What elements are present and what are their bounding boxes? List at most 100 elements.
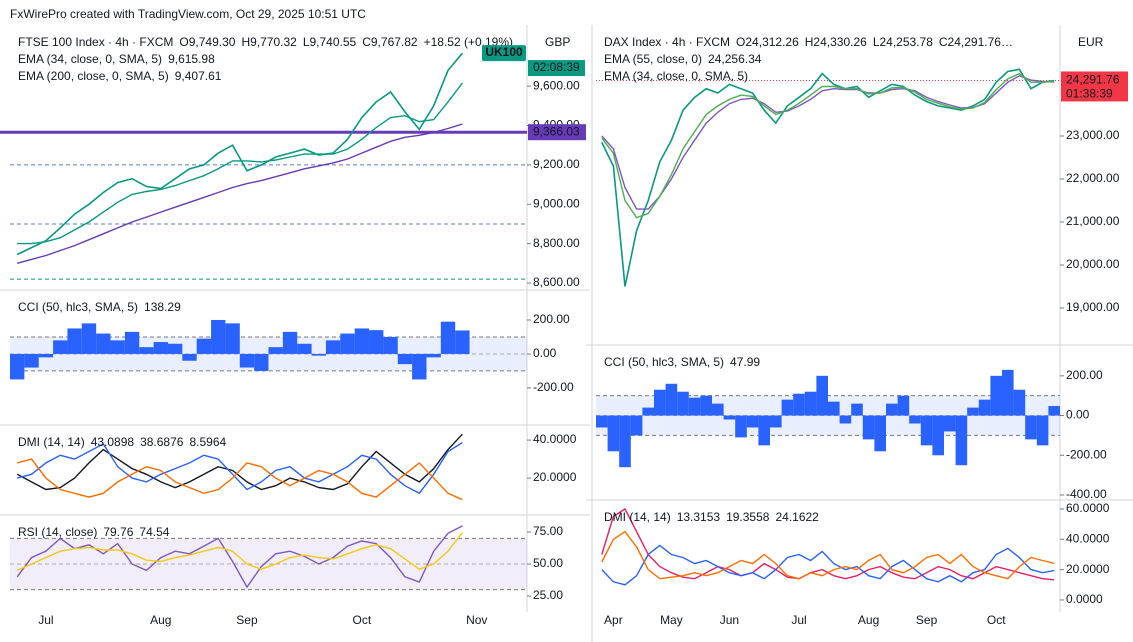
- y-tick-label: 9,000.00: [533, 196, 580, 210]
- y-tick-label: 200.00: [1066, 368, 1103, 382]
- legend-series-name: EMA (200, close, 0, SMA, 5): [18, 69, 169, 83]
- indicator-line: [17, 82, 463, 245]
- cci-bar: [325, 340, 341, 354]
- legend-quote: L24,253.78: [873, 35, 933, 49]
- cci-bar: [955, 415, 968, 466]
- cci-bar: [990, 375, 1002, 416]
- y-tick-label: -400.00: [1066, 487, 1107, 501]
- cci-bar: [770, 415, 782, 428]
- cci-bar: [781, 399, 794, 416]
- cci-bar: [630, 415, 643, 436]
- y-tick-label: 25.00: [533, 588, 563, 602]
- indicator-line: [601, 72, 1055, 219]
- legend-series-name: EMA (34, close, 0, SMA, 5): [604, 69, 748, 83]
- legend-quote: H24,330.26: [805, 35, 867, 49]
- cci-bar: [804, 391, 817, 416]
- cci-bar: [851, 403, 863, 416]
- cci-bar: [654, 389, 666, 416]
- cci-bar: [211, 319, 226, 354]
- price-line: [16, 52, 464, 256]
- indicator-line: [601, 530, 1055, 580]
- x-tick-label: Aug: [858, 613, 879, 627]
- legend-quote: L9,740.55: [303, 35, 357, 49]
- cci-bar: [758, 415, 770, 446]
- x-tick-label: May: [660, 613, 683, 627]
- legend-value: 24,256.34: [708, 52, 762, 66]
- cci-bar: [254, 353, 269, 371]
- x-tick-label: Oct: [987, 613, 1006, 627]
- legend-title: RSI (14, close): [18, 525, 97, 539]
- legend-value: 47.99: [730, 355, 760, 369]
- currency: GBP: [545, 35, 570, 49]
- cci-bar: [909, 415, 921, 424]
- cci-bar: [340, 333, 355, 354]
- cci-bar: [124, 331, 140, 354]
- y-tick-label: 20,000.00: [1066, 257, 1120, 271]
- legend-quote: H9,770.32: [241, 35, 297, 49]
- cci-bar: [677, 391, 689, 416]
- legend-title: DMI (14, 14): [604, 510, 671, 524]
- y-tick-label: 8,600.00: [533, 275, 580, 289]
- cci-bar: [886, 403, 898, 416]
- cci-bar: [53, 340, 68, 354]
- x-tick-label: Jul: [791, 613, 806, 627]
- cci-bar: [110, 340, 125, 354]
- cci-bar: [700, 395, 712, 416]
- cci-bar: [81, 323, 97, 354]
- legend-title: CCI (50, hlc3, SMA, 5): [604, 355, 724, 369]
- cci-bar: [239, 353, 255, 368]
- x-tick-label: Aug: [150, 613, 171, 627]
- cci-bar: [619, 415, 631, 468]
- cci-bar: [153, 342, 168, 354]
- price-tag-label: 9,366.03: [533, 124, 580, 138]
- cci-bar: [642, 407, 654, 416]
- legend-series-name: EMA (55, close, 0): [604, 52, 702, 66]
- cci-bar: [10, 353, 25, 380]
- y-tick-label: 60.0000: [1066, 501, 1110, 515]
- indicator-line: [16, 433, 463, 491]
- indicator-line: [17, 458, 463, 501]
- cci-bar: [978, 399, 991, 416]
- cci-bar: [383, 336, 398, 354]
- indicator-line: [17, 442, 463, 495]
- y-tick-label: 40.0000: [1066, 531, 1110, 545]
- cci-bar: [723, 415, 736, 420]
- cci-bar: [920, 415, 933, 446]
- cci-bar: [268, 347, 283, 354]
- symbol-tag: [482, 45, 526, 62]
- countdown-label: 01:38:39: [1066, 87, 1113, 101]
- cci-bar: [735, 415, 747, 438]
- x-tick-label: Jul: [38, 613, 53, 627]
- y-tick-label: 200.00: [533, 312, 570, 326]
- y-tick-label: 40.0000: [533, 432, 577, 446]
- cci-bar: [1013, 389, 1026, 416]
- legend-value: 138.29: [144, 300, 181, 314]
- x-tick-label: Jun: [720, 613, 739, 627]
- cci-bar: [862, 415, 875, 440]
- legend-value: 38.6876: [140, 435, 184, 449]
- legend-quote: C24,291.76…: [939, 35, 1013, 49]
- cci-bar: [793, 393, 805, 416]
- cci-bar: [369, 330, 384, 354]
- y-tick-label: 21,000.00: [1066, 214, 1120, 228]
- legend-title: FTSE 100 Index · 4h · FXCM: [18, 35, 173, 49]
- y-tick-label: 75.00: [533, 524, 563, 538]
- legend-value: 79.76: [103, 525, 133, 539]
- symbol-tag-label: UK100: [485, 45, 523, 59]
- header: FxWirePro created with TradingView.com, …: [10, 7, 366, 21]
- currency: EUR: [1078, 35, 1104, 49]
- legend-title: DAX Index · 4h · FXCM: [604, 35, 730, 49]
- cci-bar: [282, 331, 298, 354]
- last-price-label: 24,291.76: [1066, 73, 1120, 87]
- cci-bar: [944, 415, 956, 432]
- y-tick-label: 20.0000: [533, 470, 577, 484]
- cci-bar: [897, 395, 910, 416]
- x-tick-label: Sep: [236, 613, 258, 627]
- legend-value: 8.5964: [189, 435, 226, 449]
- cci-bar: [412, 353, 427, 380]
- cci-bar: [24, 353, 39, 368]
- cci-bar: [196, 338, 212, 354]
- y-tick-label: -200.00: [1066, 447, 1107, 461]
- cci-bar: [1036, 415, 1049, 446]
